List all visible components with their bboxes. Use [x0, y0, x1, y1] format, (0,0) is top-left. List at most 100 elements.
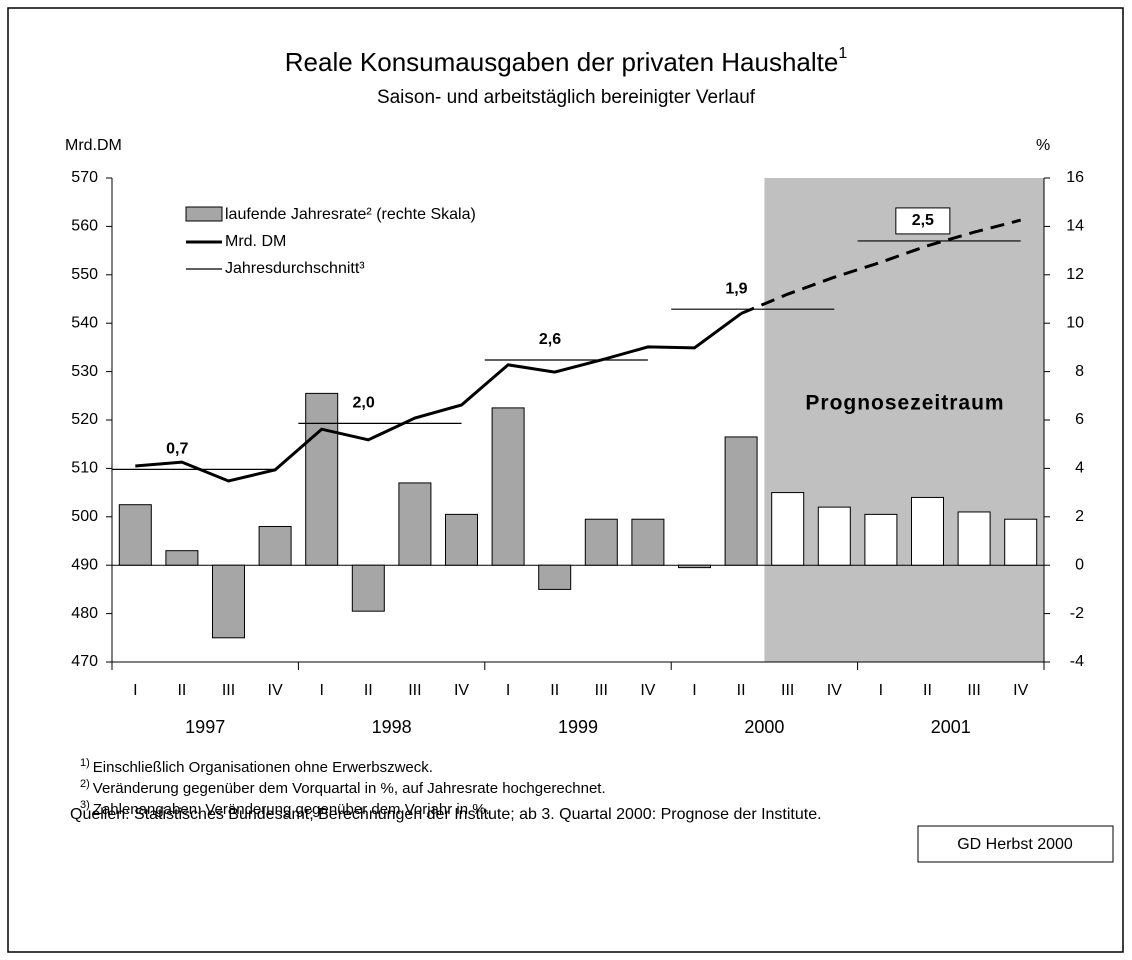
x-tick-label: III	[408, 682, 421, 699]
bar	[491, 407, 525, 566]
annual-change-label: 2,6	[539, 331, 561, 348]
footnote-text: Zahlenangaben: Veränderung gegenüber dem…	[93, 801, 490, 818]
y2-tick-label: 8	[1075, 363, 1084, 380]
bar	[584, 518, 618, 566]
footnote: 3) Zahlenangaben: Veränderung gegenüber d…	[80, 799, 490, 818]
footnote: 2) Veränderung gegenüber dem Vorquartal i…	[80, 778, 606, 797]
x-tick-label: IV	[640, 682, 655, 699]
year-label: 1999	[558, 717, 598, 737]
y2-tick-label: 10	[1066, 314, 1084, 331]
line-forecast	[740, 218, 1022, 315]
bar	[911, 496, 944, 566]
title-note: 1	[838, 45, 847, 62]
footnote-marker: 3)	[80, 799, 90, 811]
legend-label: Jahresdurchschnitt³	[225, 260, 365, 277]
bar	[445, 513, 478, 566]
annual-change-label: 0,7	[166, 441, 188, 458]
x-tick-label: III	[781, 682, 794, 699]
x-tick-label: IV	[268, 682, 283, 699]
x-tick-label: I	[879, 682, 883, 699]
x-tick-label: II	[550, 682, 559, 699]
bar	[398, 482, 432, 566]
footnote-marker: 2)	[80, 778, 90, 790]
label-box	[895, 207, 951, 235]
y2-tick-label: 2	[1075, 508, 1084, 525]
y2-tick-label: 4	[1075, 460, 1084, 477]
year-label: 1998	[372, 717, 412, 737]
y-tick-label: 550	[71, 266, 98, 283]
x-tick-label: III	[222, 682, 235, 699]
footnote-text: Einschließlich Organisationen ohne Erwer…	[93, 759, 433, 776]
bar	[817, 506, 851, 566]
title-text: Reale Konsumausgaben der privaten Hausha…	[285, 47, 839, 77]
annual-change-label: 2,5	[912, 212, 934, 229]
line-actual	[135, 312, 742, 483]
y2-tick-label: 6	[1075, 411, 1084, 428]
year-label: 2001	[931, 717, 971, 737]
bar	[724, 436, 758, 566]
footnote-text: Veränderung gegenüber dem Vorquartal in …	[93, 780, 606, 797]
year-label: 2000	[744, 717, 784, 737]
y-axis-label: Mrd.DM	[65, 137, 122, 154]
x-tick-label: I	[133, 682, 137, 699]
year-label: 1997	[185, 717, 225, 737]
x-tick-label: II	[923, 682, 932, 699]
badge-box	[917, 825, 1114, 863]
bar	[864, 513, 898, 566]
footnote-marker: 1)	[80, 757, 90, 769]
legend-label: laufende Jahresrate² (rechte Skala)	[225, 206, 476, 223]
y-tick-label: 510	[71, 460, 98, 477]
y-tick-label: 470	[71, 653, 98, 670]
bar	[351, 564, 385, 612]
footnote: 1) Einschließlich Organisationen ohne Erw…	[80, 757, 433, 776]
y-tick-label: 490	[71, 556, 98, 573]
x-tick-label: I	[506, 682, 510, 699]
y-tick-label: 560	[71, 218, 98, 235]
bar	[631, 518, 665, 566]
y2-tick-label: 12	[1066, 266, 1084, 283]
bar	[165, 550, 199, 566]
y-tick-label: 540	[71, 314, 98, 331]
bar	[771, 492, 805, 566]
subtitle: Saison- und arbeitstäglich bereinigter V…	[377, 87, 756, 108]
bar	[957, 511, 991, 566]
bar	[258, 525, 292, 566]
y-tick-label: 500	[71, 508, 98, 525]
y-tick-label: 480	[71, 605, 98, 622]
y2-tick-label: -2	[1070, 605, 1084, 622]
x-tick-label: IV	[1013, 682, 1028, 699]
annual-change-label: 2,0	[353, 395, 375, 412]
x-tick-label: I	[319, 682, 323, 699]
x-tick-label: III	[967, 682, 980, 699]
x-tick-label: II	[737, 682, 746, 699]
legend-swatch	[185, 206, 223, 222]
y2-axis-label: %	[1036, 137, 1050, 154]
y-tick-label: 520	[71, 411, 98, 428]
bar	[118, 504, 152, 566]
x-tick-label: I	[692, 682, 696, 699]
legend-label: Mrd. DM	[225, 233, 286, 250]
chart-title: Reale Konsumausgaben der privaten Hausha…	[285, 45, 848, 77]
x-tick-label: II	[364, 682, 373, 699]
x-tick-label: IV	[454, 682, 469, 699]
bar	[678, 564, 711, 569]
y2-tick-label: 16	[1066, 169, 1084, 186]
x-tick-label: IV	[827, 682, 842, 699]
bar	[1004, 518, 1038, 566]
source: Quellen: Statistisches Bundesamt; Berech…	[70, 806, 822, 823]
forecast-label: Prognosezeitraum	[805, 392, 1004, 415]
bar	[305, 392, 339, 566]
x-tick-label: III	[595, 682, 608, 699]
x-tick-label: II	[177, 682, 186, 699]
y2-tick-label: 14	[1066, 218, 1084, 235]
y-tick-label: 530	[71, 363, 98, 380]
y2-tick-label: 0	[1075, 556, 1084, 573]
badge: GD Herbst 2000	[957, 836, 1073, 853]
y-tick-label: 570	[71, 169, 98, 186]
y2-tick-label: -4	[1070, 653, 1084, 670]
annual-change-label: 1,9	[725, 280, 747, 297]
forecast-area	[764, 178, 1044, 662]
bar	[212, 564, 245, 639]
bar	[538, 564, 572, 590]
